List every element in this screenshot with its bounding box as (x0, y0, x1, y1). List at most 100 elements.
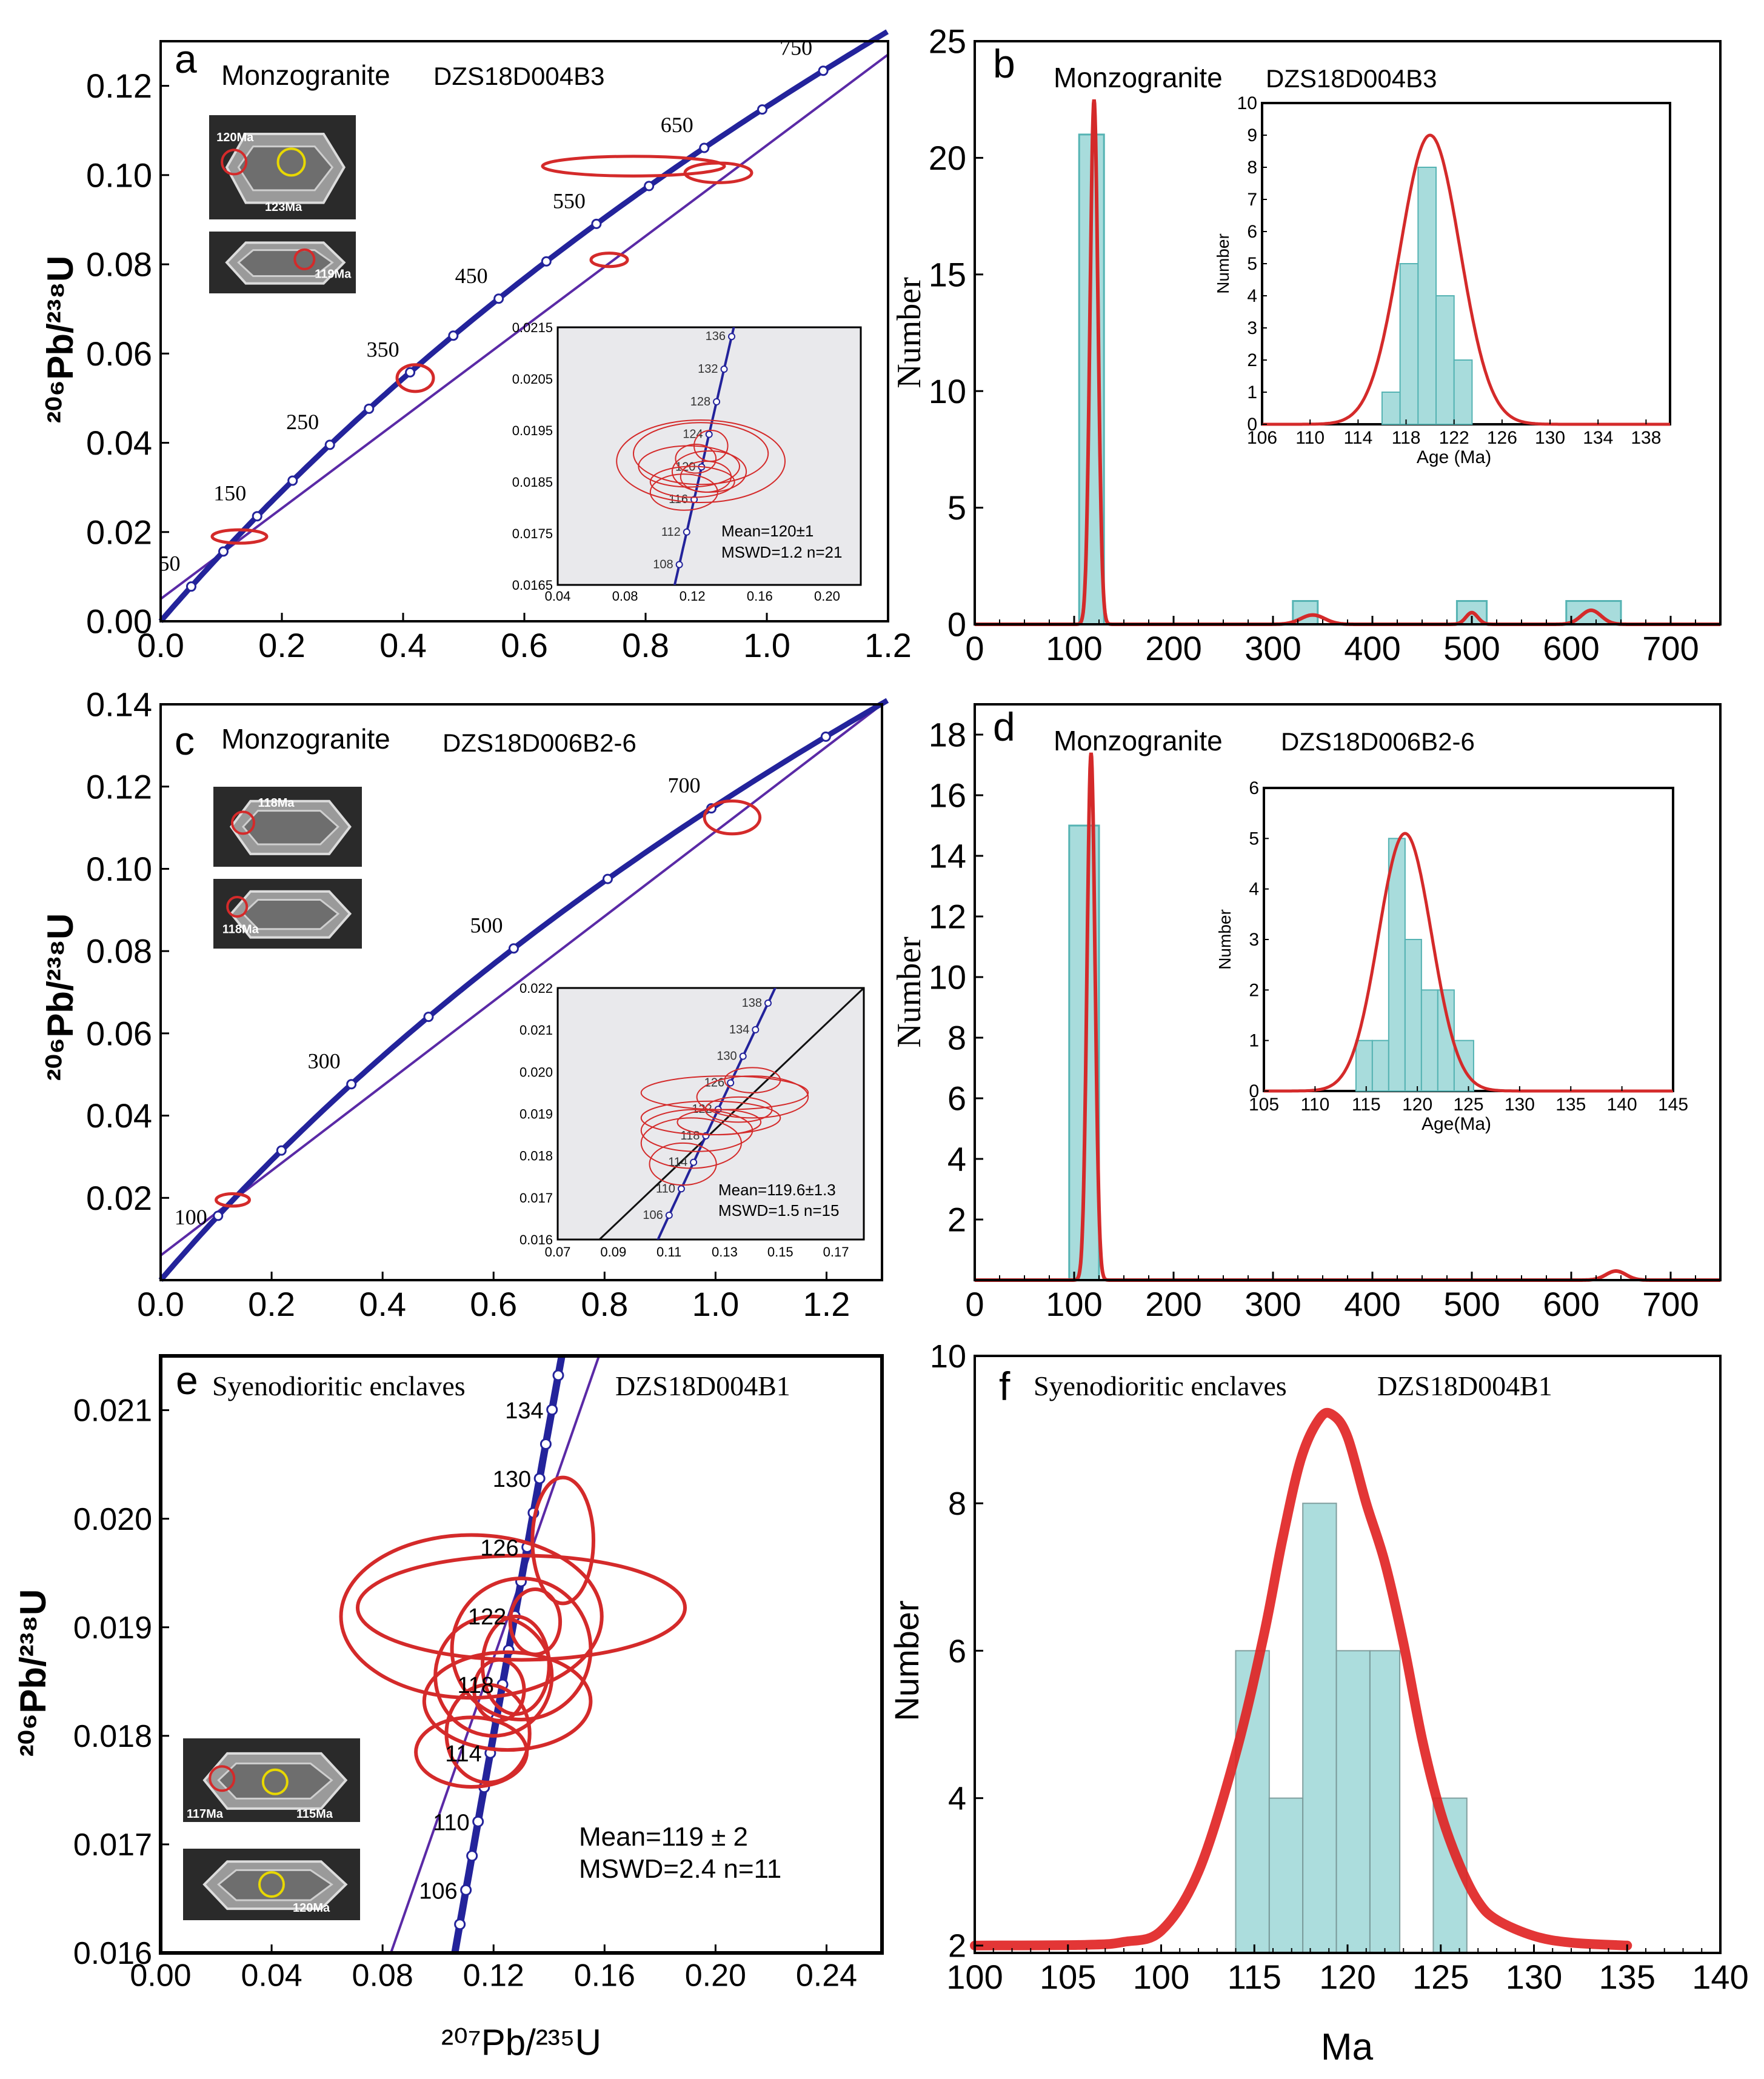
mean-age: Mean=119 ± 2 (579, 1822, 748, 1852)
inset-x-tick-label: 0.15 (767, 1244, 793, 1260)
inset-x-tick-label: 120 (1402, 1095, 1432, 1115)
x-axis-d-tick-label: 100 (1046, 1285, 1102, 1323)
inset-y-tick-label: 10 (1237, 93, 1257, 113)
concordia-age-label: 100 (175, 1205, 207, 1229)
x-axis-title: Ma (1321, 2026, 1374, 2068)
inset-histogram-bar (1420, 989, 1438, 1092)
inset-x-tick-label: 126 (1487, 428, 1517, 448)
zircon-zoning (217, 1869, 333, 1901)
inset-y-tick-label: 3 (1249, 930, 1259, 950)
inset-node (677, 1185, 685, 1193)
analysis-ellipse (414, 1715, 529, 1789)
cl-image-1: 120Ma 123Ma (209, 115, 356, 219)
inset-node (727, 1079, 735, 1087)
concordia-node (644, 181, 655, 192)
inset-x-tick-label: 145 (1658, 1095, 1688, 1115)
analysis-spot (221, 148, 248, 176)
sample-id: DZS18D004B3 (433, 62, 605, 90)
x-axis-d-tick-label: 200 (1145, 1285, 1201, 1323)
inset-node (739, 1052, 747, 1060)
analysis-spot (293, 248, 316, 270)
analysis-ellipse (508, 1587, 563, 1657)
y-axis-title: Number (887, 1600, 926, 1721)
concordia-age-label: 118 (457, 1673, 494, 1698)
x-axis-a-tick-label: 0.4 (379, 626, 427, 664)
inset-histogram-bar (1435, 295, 1455, 425)
concordia-age-label: 650 (661, 113, 693, 137)
analysis-ellipse (444, 1683, 532, 1784)
cl-age-label: 119Ma (315, 268, 352, 281)
cl-age-label: 120Ma (216, 131, 254, 144)
x-axis-a-tick-label: 0.6 (501, 626, 548, 664)
concordia-node (602, 873, 613, 884)
inset-ellipse (616, 419, 786, 503)
inset-x-tick-label: 0.04 (545, 589, 571, 604)
x-axis-e-tick-label: 0.12 (463, 1958, 524, 1994)
x-axis-c-tick-label: 1.0 (692, 1285, 739, 1323)
panel-letter: f (999, 1364, 1011, 1409)
x-axis-e-tick-label: 0.00 (130, 1958, 191, 1994)
concordia-node (405, 367, 416, 378)
analysis-ellipse (683, 161, 753, 184)
inset-age-label: 136 (706, 330, 726, 343)
y-axis-a-tick-label: 0.04 (86, 424, 152, 462)
x-axis-b-tick-label: 100 (1046, 629, 1102, 667)
analysis-ellipse (589, 252, 629, 269)
x-axis-d-tick-label: 0 (965, 1285, 984, 1323)
inset-ellipse (640, 1117, 743, 1169)
concordia-age-label: 150 (213, 481, 246, 506)
y-axis-e-tick-label: 0.019 (73, 1610, 152, 1646)
inset-y-tick-label: 0.019 (520, 1107, 553, 1122)
concordia-node (466, 1850, 478, 1862)
concordia-node (287, 475, 298, 486)
cl-age-label: 117Ma (187, 1807, 224, 1821)
concordia-age-label: 114 (445, 1741, 482, 1767)
inset-background (556, 987, 865, 1241)
x-axis-e-tick-label: 0.08 (352, 1958, 413, 1994)
panel-title: Monzogranite (221, 59, 390, 91)
inset-x-axis-title: Age (Ma) (1417, 447, 1491, 467)
x-axis-f-tick-label: 100 (1133, 1958, 1189, 1996)
inset-node (665, 1211, 673, 1219)
x-axis-f-tick-label: 100 (946, 1958, 1003, 1996)
y-axis-d-tick-label: 16 (929, 776, 966, 815)
cl-image-1: 118Ma (213, 787, 362, 867)
inset-node (764, 999, 772, 1007)
y-axis-b-tick-label: 10 (929, 372, 966, 410)
concordia-node (252, 511, 262, 522)
concordia-node (213, 1210, 224, 1221)
inset-y-tick-label: 2 (1249, 980, 1259, 1000)
concordia-node (452, 1952, 455, 1953)
analysis-ellipse (450, 1577, 593, 1721)
inset-density-curve (1264, 832, 1673, 1093)
concordia-age-label: 750 (780, 36, 812, 60)
analysis-spot (258, 1871, 285, 1898)
panel-title: Monzogranite (1054, 725, 1223, 756)
x-axis-d-tick-label: 400 (1344, 1285, 1400, 1323)
panel-letter: c (175, 718, 195, 763)
histogram-bar (1268, 1797, 1304, 1954)
concordia-age-label: 700 (668, 773, 701, 798)
inset-ellipse (704, 1096, 773, 1123)
inset-y-tick-label: 1 (1247, 382, 1257, 402)
concordia-age-label: 500 (470, 913, 503, 938)
concordia-node (541, 256, 552, 267)
inset-x-tick-label: 118 (1392, 428, 1421, 448)
inset-x-tick-label: 115 (1352, 1095, 1381, 1115)
inset-ellipse (677, 1109, 762, 1136)
analysis-ellipse (210, 528, 269, 545)
x-axis-b-tick-label: 400 (1344, 629, 1400, 667)
sample-id: DZS18D004B1 (615, 1370, 790, 1401)
inset-ellipse (633, 422, 769, 486)
inset-background (556, 326, 862, 586)
inset-y-tick-label: 0 (1247, 415, 1257, 435)
inset-x-tick-label: 130 (1535, 428, 1565, 448)
inset-node (752, 1026, 760, 1033)
cl-image-2: 120Ma (183, 1849, 360, 1920)
y-axis-title: ²⁰⁶Pb/²³⁸U (13, 1589, 53, 1757)
inset-y-tick-label: 0.022 (520, 981, 553, 996)
concordia-node (757, 104, 768, 115)
inset-ellipse (724, 1067, 781, 1093)
concordia-age-label: 134 (505, 1398, 543, 1424)
inset-x-tick-label: 138 (1631, 428, 1661, 448)
